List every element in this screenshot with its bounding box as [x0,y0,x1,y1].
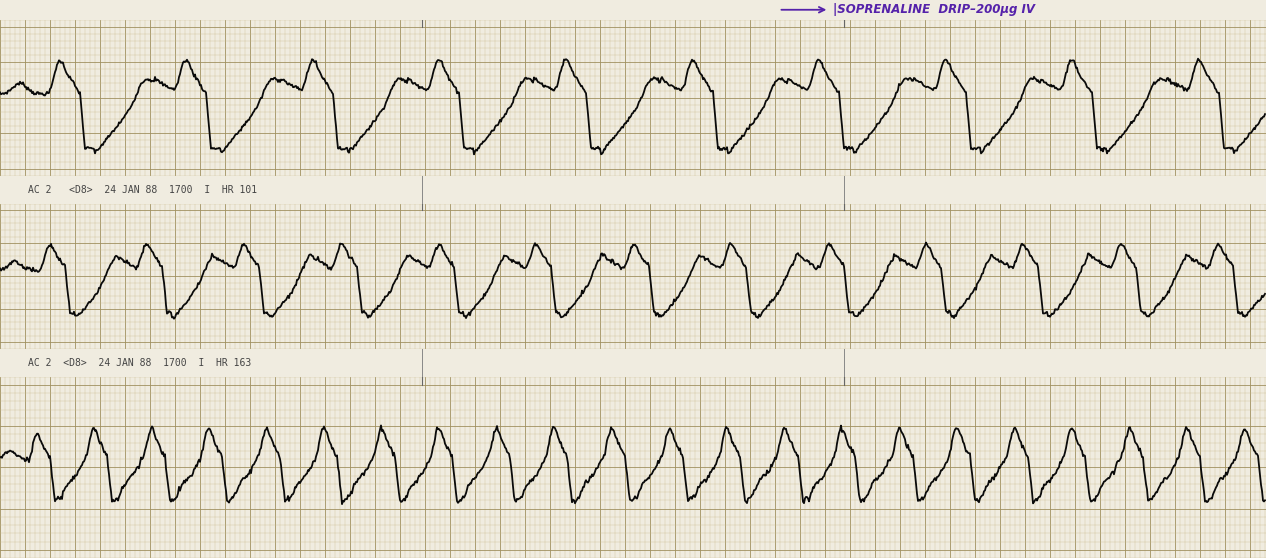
Text: AC 2   <D8>  24 JAN 88  1700  I  HR 101: AC 2 <D8> 24 JAN 88 1700 I HR 101 [28,185,257,195]
Text: AC 2  <D8>  24 JAN 88  1700  I  HR 163: AC 2 <D8> 24 JAN 88 1700 I HR 163 [28,358,251,368]
Text: |SOPRENALINE  DRIP–200μg IV: |SOPRENALINE DRIP–200μg IV [833,3,1036,16]
